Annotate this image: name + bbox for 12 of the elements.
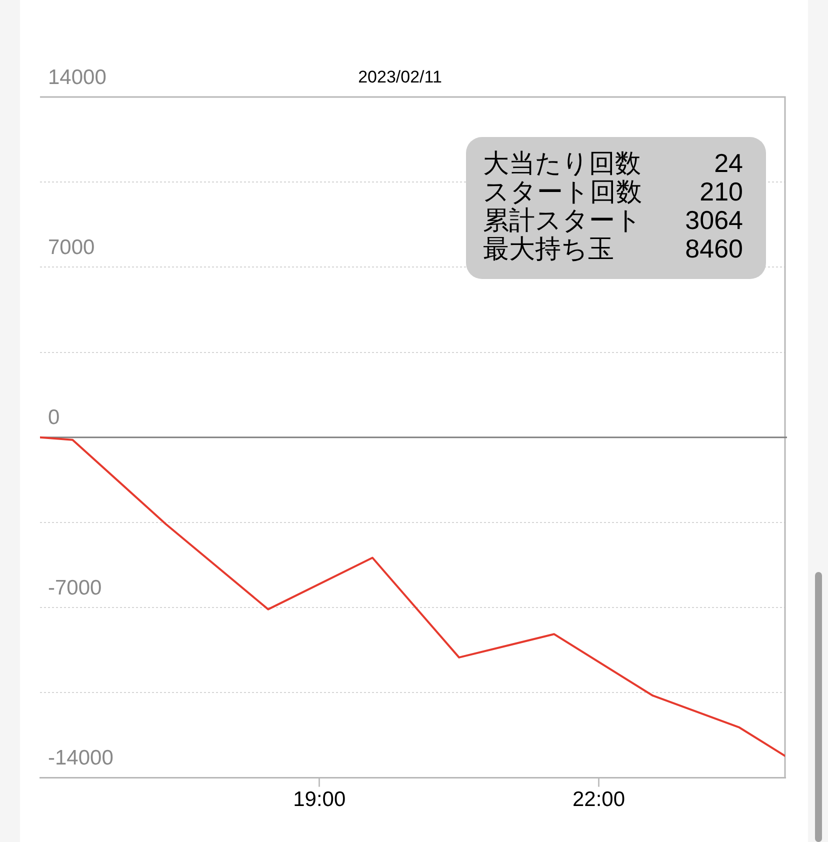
text: 最大持ち玉 8460 — [483, 234, 743, 264]
text: 累計スタート 3064 — [483, 205, 743, 236]
y-tick-label: 14000 — [48, 66, 106, 89]
chart-title: 2023/02/11 — [358, 68, 442, 87]
x-tick-label: 19:00 — [293, 788, 346, 812]
y-tick-label: 7000 — [48, 236, 95, 259]
y-tick-label: -7000 — [48, 576, 102, 600]
text: 大当たり回数 24 — [483, 148, 743, 178]
y-tick-label: 0 — [48, 406, 60, 430]
x-tick-label: 22:00 — [572, 788, 626, 812]
text: スタート回数 210 — [483, 176, 743, 207]
y-tick-label: -14000 — [48, 746, 114, 770]
